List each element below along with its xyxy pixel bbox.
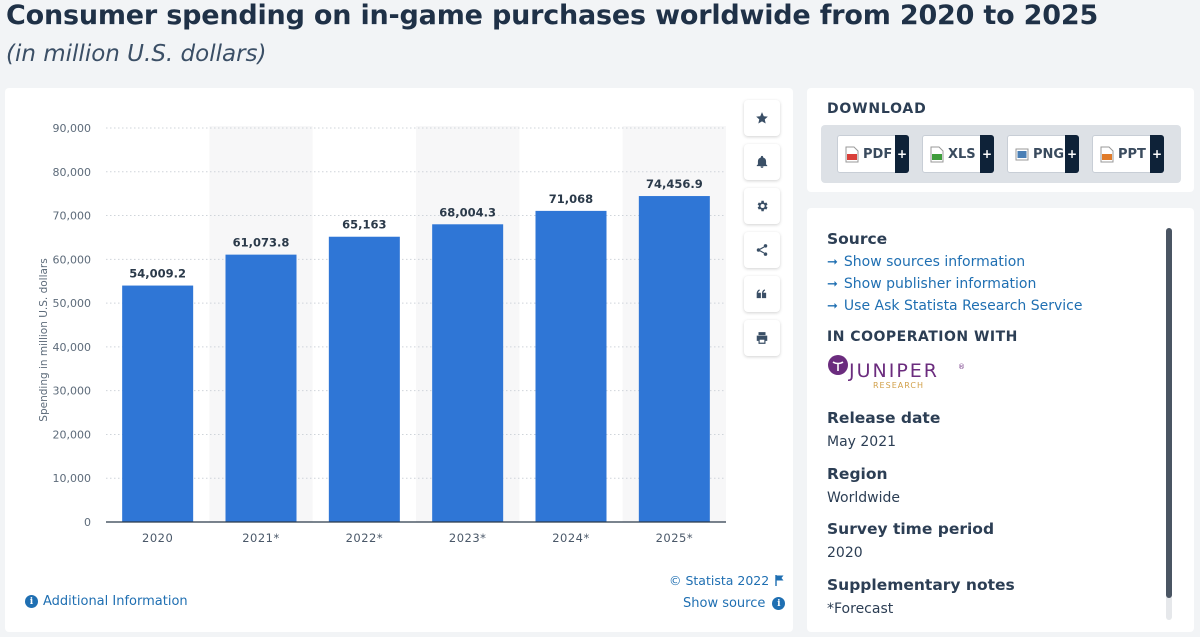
additional-information-link[interactable]: i Additional Information [25, 594, 188, 609]
y-tick-label: 80,000 [53, 166, 92, 179]
info-icon: i [772, 597, 786, 610]
download-title: DOWNLOAD [827, 101, 927, 117]
download-xls-button[interactable]: XLS + [922, 135, 994, 173]
notification-button[interactable] [744, 144, 780, 180]
statista-copyright[interactable]: © Statista 2022 [669, 573, 785, 588]
data-label: 71,068 [549, 192, 593, 206]
bar[interactable] [535, 210, 607, 522]
page-subtitle: (in million U.S. dollars) [6, 41, 267, 67]
pdf-file-icon [845, 146, 859, 162]
scrollbar-thumb[interactable] [1166, 228, 1172, 598]
print-icon [756, 332, 768, 344]
survey-period-value: 2020 [827, 545, 863, 561]
cite-button[interactable] [744, 276, 780, 312]
pdf-label: PDF [863, 146, 893, 162]
favorite-button[interactable] [744, 100, 780, 136]
bar[interactable] [225, 254, 297, 522]
additional-information-label: Additional Information [43, 594, 188, 609]
region-value: Worldwide [827, 490, 900, 506]
plus-icon: + [1150, 135, 1164, 173]
show-publisher-label: Show publisher information [843, 276, 1037, 292]
ppt-label: PPT [1118, 146, 1146, 162]
source-heading: Source [827, 230, 888, 248]
print-button[interactable] [744, 320, 780, 356]
flag-icon [775, 575, 784, 586]
bell-icon [756, 155, 768, 168]
download-panel: DOWNLOAD PDF + XLS + PNG + PPT + [807, 88, 1194, 192]
gear-icon [757, 200, 768, 212]
data-label: 54,009.2 [129, 267, 186, 281]
juniper-logo-text: JUNIPER [848, 360, 939, 382]
y-tick-label: 30,000 [53, 385, 92, 398]
x-tick-label: 2024* [552, 531, 590, 545]
download-pdf-button[interactable]: PDF + [837, 135, 909, 173]
show-sources-link[interactable]: ➞ Show sources information [827, 254, 1025, 270]
show-sources-label: Show sources information [843, 254, 1026, 270]
chart-card: 0 10,000 20,000 30,000 40,000 50,000 60,000 70,… [5, 88, 793, 632]
bar[interactable] [328, 236, 400, 522]
data-label: 65,163 [342, 218, 386, 232]
data-label: 68,004.3 [439, 205, 496, 219]
y-tick-label: 90,000 [53, 122, 92, 135]
info-icon: i [25, 595, 38, 608]
download-ppt-button[interactable]: PPT + [1092, 135, 1164, 173]
plus-icon: + [895, 135, 909, 173]
juniper-logo-subtext: RESEARCH [873, 381, 924, 390]
supplementary-notes-value: *Forecast [827, 601, 894, 617]
download-options: PDF + XLS + PNG + PPT + [821, 125, 1181, 183]
y-tick-label: 0 [84, 516, 91, 529]
png-label: PNG [1033, 146, 1065, 162]
plus-icon: + [980, 135, 994, 173]
y-tick-label: 60,000 [53, 253, 92, 266]
png-file-icon [1015, 148, 1029, 160]
svg-text:®: ® [958, 363, 965, 371]
y-tick-label: 10,000 [53, 472, 92, 485]
copyright-label: © Statista 2022 [669, 573, 770, 588]
supplementary-notes-heading: Supplementary notes [827, 576, 1015, 594]
xls-label: XLS [948, 146, 976, 162]
x-tick-label: 2023* [449, 531, 487, 545]
survey-period-heading: Survey time period [827, 520, 995, 538]
x-tick-label: 2020 [142, 531, 173, 545]
ask-statista-link[interactable]: ➞ Use Ask Statista Research Service [827, 298, 1083, 314]
download-png-button[interactable]: PNG + [1007, 135, 1079, 173]
share-button[interactable] [744, 232, 780, 268]
release-date-value: May 2021 [827, 434, 897, 450]
arrow-right-icon: ➞ [827, 254, 838, 270]
arrow-right-icon: ➞ [827, 276, 838, 292]
ask-statista-label: Use Ask Statista Research Service [843, 298, 1083, 314]
cooperation-heading: IN COOPERATION WITH [827, 329, 1018, 345]
juniper-research-logo[interactable]: JUNIPER ® RESEARCH [828, 354, 968, 390]
statistic-details-panel: Source ➞ Show sources information ➞ Show… [807, 208, 1194, 632]
release-date-heading: Release date [827, 409, 941, 427]
chart-toolbar [744, 100, 780, 364]
bar[interactable] [122, 285, 194, 522]
x-tick-label: 2025* [656, 531, 694, 545]
bar[interactable] [432, 224, 504, 522]
y-tick-label: 50,000 [53, 297, 92, 310]
show-source-link[interactable]: Show source i [683, 596, 786, 611]
quote-icon [756, 289, 767, 299]
y-tick-label: 40,000 [53, 341, 92, 354]
plus-icon: + [1065, 135, 1079, 173]
x-tick-label: 2021* [242, 531, 280, 545]
xls-file-icon [930, 146, 944, 162]
page-title: Consumer spending on in-game purchases w… [6, 0, 1099, 31]
data-label: 74,456.9 [646, 177, 703, 191]
data-label: 61,073.8 [233, 236, 290, 250]
region-heading: Region [827, 465, 888, 483]
bar[interactable] [638, 196, 710, 522]
settings-button[interactable] [744, 188, 780, 224]
y-tick-label: 70,000 [53, 210, 92, 223]
show-source-label: Show source [683, 596, 766, 611]
x-tick-label: 2022* [346, 531, 384, 545]
arrow-right-icon: ➞ [827, 298, 838, 314]
y-tick-label: 20,000 [53, 428, 92, 441]
bar-chart: 0 10,000 20,000 30,000 40,000 50,000 60,000 70,… [38, 122, 726, 545]
star-icon [756, 112, 768, 124]
share-icon [756, 244, 768, 256]
ppt-file-icon [1100, 146, 1114, 162]
y-axis-title: Spending in million U.S. dollars [38, 258, 50, 421]
show-publisher-link[interactable]: ➞ Show publisher information [827, 276, 1036, 292]
